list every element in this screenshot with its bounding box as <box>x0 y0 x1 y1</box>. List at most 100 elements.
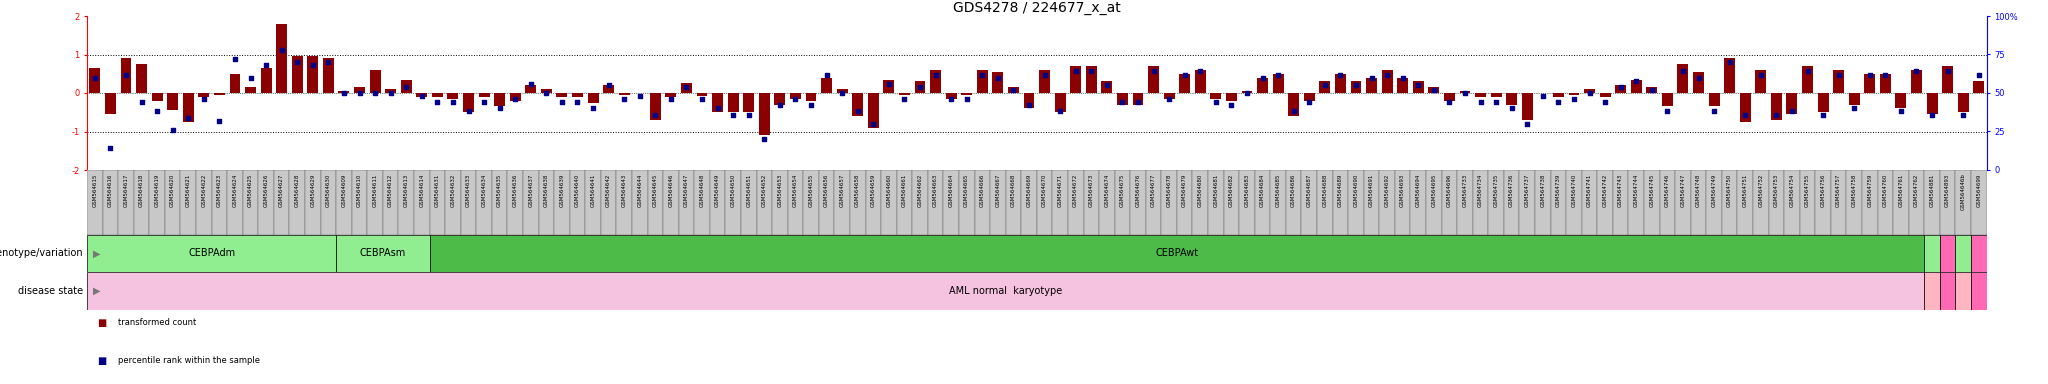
Point <box>141 108 174 114</box>
Bar <box>1085 66 1098 93</box>
Bar <box>1348 170 1364 235</box>
Bar <box>1896 93 1907 108</box>
Bar <box>1413 81 1423 93</box>
Bar <box>229 74 240 93</box>
Bar <box>1491 93 1501 97</box>
Point <box>1901 68 1933 74</box>
Text: GSM564631: GSM564631 <box>434 173 440 207</box>
Bar <box>819 170 834 235</box>
Bar <box>1737 170 1753 235</box>
Point <box>1464 99 1497 105</box>
Bar <box>166 170 180 235</box>
Text: GSM564749: GSM564749 <box>1712 173 1716 207</box>
Point <box>1417 87 1450 93</box>
Bar <box>1395 170 1411 235</box>
Point <box>934 96 967 102</box>
Text: GSM564610: GSM564610 <box>356 173 362 207</box>
Bar <box>1425 170 1442 235</box>
Bar <box>1956 235 1970 272</box>
Bar <box>1724 58 1735 93</box>
Bar <box>182 93 195 122</box>
Point <box>1106 99 1139 105</box>
Bar <box>1927 93 1937 114</box>
Bar <box>121 58 131 93</box>
Bar <box>977 70 987 93</box>
Point <box>530 90 563 96</box>
Bar <box>989 170 1006 235</box>
Point <box>1962 71 1995 78</box>
Bar <box>1180 74 1190 93</box>
Bar <box>1475 93 1487 97</box>
Bar <box>1956 170 1970 235</box>
Bar <box>852 93 862 116</box>
Text: GSM564666: GSM564666 <box>979 173 985 207</box>
Text: GSM564637: GSM564637 <box>528 173 532 207</box>
Point <box>467 99 500 105</box>
Text: GSM564693: GSM564693 <box>1401 173 1405 207</box>
Text: GSM564656: GSM564656 <box>823 173 829 207</box>
Text: GSM564644: GSM564644 <box>637 173 643 207</box>
Bar <box>369 70 381 93</box>
Bar <box>928 170 944 235</box>
Bar <box>1442 170 1458 235</box>
Text: GSM564739: GSM564739 <box>1556 173 1561 207</box>
Text: GSM564678: GSM564678 <box>1167 173 1171 207</box>
Text: GSM564668: GSM564668 <box>1012 173 1016 207</box>
Bar <box>1569 93 1579 95</box>
Text: GSM564643: GSM564643 <box>623 173 627 207</box>
Point <box>1231 90 1264 96</box>
Text: GSM564630: GSM564630 <box>326 173 332 207</box>
Bar <box>150 170 166 235</box>
Bar <box>616 170 633 235</box>
Text: GSM564609: GSM564609 <box>342 173 346 207</box>
Bar <box>432 93 442 97</box>
Bar <box>291 56 303 93</box>
Point <box>250 62 283 68</box>
Bar <box>1083 170 1100 235</box>
Point <box>825 90 858 96</box>
Bar <box>557 93 567 97</box>
Point <box>125 99 158 105</box>
Bar <box>274 170 289 235</box>
Text: GSM564684: GSM564684 <box>1260 173 1266 207</box>
Bar <box>1956 272 1970 310</box>
Bar <box>569 170 586 235</box>
Point <box>1323 71 1356 78</box>
Point <box>1837 105 1870 111</box>
Bar <box>1288 93 1298 116</box>
Text: GSM564736: GSM564736 <box>1509 173 1513 207</box>
Bar <box>1583 89 1595 93</box>
Bar <box>1006 170 1022 235</box>
Text: GSM564685: GSM564685 <box>1276 173 1280 207</box>
Bar <box>803 170 819 235</box>
Text: GSM564696: GSM564696 <box>1446 173 1452 207</box>
Text: GSM564743: GSM564743 <box>1618 173 1624 207</box>
Bar <box>1880 74 1890 93</box>
Bar <box>244 170 258 235</box>
Text: GSM564893: GSM564893 <box>1946 173 1950 207</box>
Point <box>967 71 999 78</box>
Bar <box>1100 170 1114 235</box>
Point <box>1184 68 1217 74</box>
Point <box>700 105 733 111</box>
Text: GSM564758: GSM564758 <box>1851 173 1858 207</box>
Text: GSM564641: GSM564641 <box>590 173 596 207</box>
Text: GSM564754: GSM564754 <box>1790 173 1794 207</box>
Bar <box>1970 272 1987 310</box>
Text: GSM564651: GSM564651 <box>745 173 752 207</box>
Point <box>1776 108 1808 114</box>
Text: GSM564673: GSM564673 <box>1090 173 1094 207</box>
Bar <box>1071 66 1081 93</box>
Bar <box>1038 70 1051 93</box>
Point <box>1620 78 1653 84</box>
Point <box>733 111 766 118</box>
Text: GSM564646: GSM564646 <box>668 173 674 207</box>
Text: GSM564676: GSM564676 <box>1135 173 1141 207</box>
Bar <box>1815 170 1831 235</box>
Point <box>686 96 719 102</box>
Text: GSM564741: GSM564741 <box>1587 173 1591 207</box>
Bar <box>119 170 133 235</box>
Bar <box>1333 170 1348 235</box>
Point <box>1090 82 1122 88</box>
Bar <box>479 93 489 97</box>
